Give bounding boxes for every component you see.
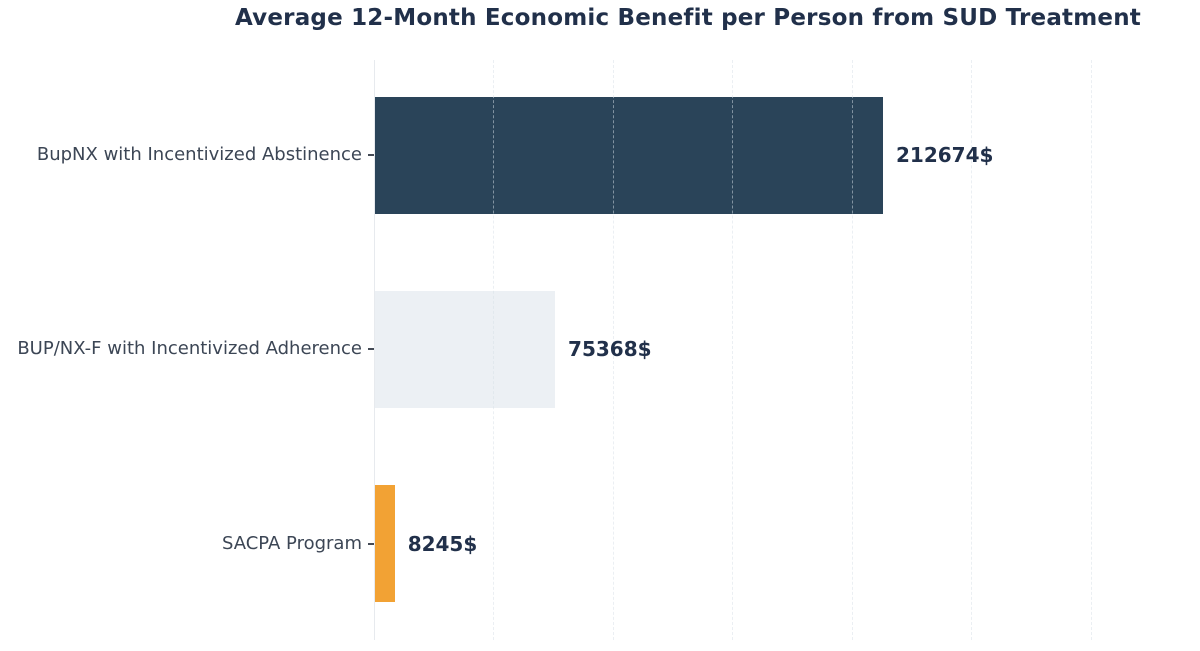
- gridline: [493, 60, 495, 640]
- category-tick: [368, 542, 374, 545]
- gridline: [1090, 60, 1092, 640]
- chart-title: Average 12-Month Economic Benefit per Pe…: [234, 5, 1141, 31]
- category-tick: [368, 154, 374, 156]
- value-label: 212674$: [896, 143, 994, 167]
- y-axis-line: [374, 60, 375, 640]
- category-label: SACPA Program: [221, 532, 362, 554]
- gridline: [971, 60, 973, 640]
- value-label: 8245$: [407, 531, 478, 556]
- bar: [375, 485, 395, 603]
- category-label: BUP/NX-F with Incentivized Adherence: [17, 338, 362, 360]
- gridline: [851, 60, 853, 640]
- gridline: [732, 60, 734, 640]
- value-label: 75368$: [568, 337, 652, 362]
- bar: [375, 290, 556, 408]
- bar: [375, 96, 884, 214]
- category-tick: [368, 348, 374, 351]
- category-label: BupNX with Incentivized Abstinence: [36, 144, 362, 165]
- gridline: [612, 60, 614, 640]
